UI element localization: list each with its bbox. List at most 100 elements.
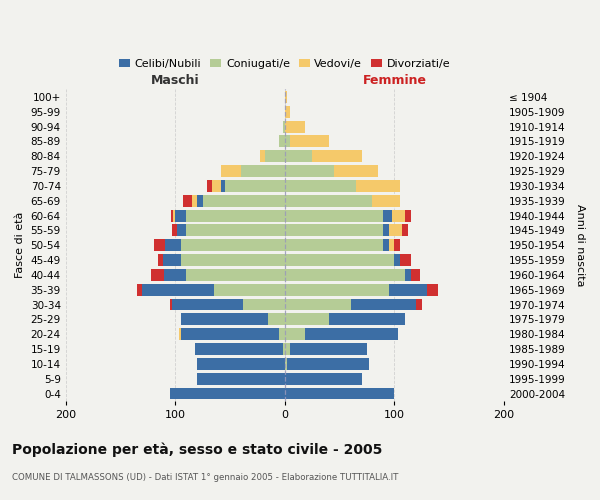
Bar [285, 91, 287, 103]
Bar [389, 240, 394, 251]
Bar [392, 210, 406, 222]
Bar [173, 210, 175, 222]
Bar [265, 150, 285, 162]
Bar [427, 284, 438, 296]
Bar [151, 269, 164, 281]
Bar [290, 343, 367, 355]
Text: Femmine: Femmine [362, 74, 427, 86]
Bar [285, 298, 350, 310]
Bar [406, 269, 411, 281]
Legend: Celibi/Nubili, Coniugati/e, Vedovi/e, Divorziati/e: Celibi/Nubili, Coniugati/e, Vedovi/e, Di… [115, 54, 455, 74]
Bar [383, 240, 389, 251]
Bar [178, 224, 186, 236]
Bar [285, 180, 356, 192]
Bar [186, 269, 285, 281]
Bar [383, 224, 389, 236]
Bar [285, 106, 290, 118]
Bar [181, 240, 285, 251]
Bar [402, 224, 407, 236]
Bar [203, 195, 285, 206]
Bar [158, 254, 163, 266]
Bar [285, 388, 394, 400]
Bar [171, 210, 173, 222]
Bar [285, 284, 389, 296]
Bar [285, 254, 394, 266]
Bar [350, 298, 416, 310]
Bar [186, 210, 285, 222]
Bar [172, 224, 178, 236]
Bar [170, 388, 285, 400]
Bar [280, 328, 285, 340]
Bar [207, 180, 212, 192]
Bar [154, 240, 166, 251]
Bar [285, 314, 329, 326]
Bar [164, 269, 186, 281]
Bar [305, 328, 398, 340]
Bar [285, 224, 383, 236]
Bar [416, 298, 422, 310]
Bar [411, 269, 419, 281]
Bar [285, 195, 373, 206]
Bar [170, 298, 172, 310]
Bar [283, 120, 285, 132]
Bar [186, 224, 285, 236]
Bar [290, 136, 329, 147]
Bar [285, 165, 334, 177]
Text: Maschi: Maschi [151, 74, 200, 86]
Bar [285, 373, 362, 384]
Bar [221, 165, 241, 177]
Bar [181, 328, 280, 340]
Bar [285, 150, 312, 162]
Bar [285, 136, 290, 147]
Bar [197, 358, 285, 370]
Bar [137, 284, 142, 296]
Bar [260, 150, 265, 162]
Bar [287, 358, 369, 370]
Bar [285, 343, 290, 355]
Bar [285, 210, 383, 222]
Y-axis label: Anni di nascita: Anni di nascita [575, 204, 585, 286]
Bar [394, 240, 400, 251]
Y-axis label: Fasce di età: Fasce di età [15, 212, 25, 278]
Bar [197, 373, 285, 384]
Bar [166, 240, 181, 251]
Bar [142, 284, 214, 296]
Bar [283, 343, 285, 355]
Bar [334, 165, 378, 177]
Bar [285, 240, 383, 251]
Bar [312, 150, 362, 162]
Bar [163, 254, 181, 266]
Bar [406, 210, 411, 222]
Bar [197, 195, 203, 206]
Bar [389, 224, 402, 236]
Bar [373, 195, 400, 206]
Bar [285, 120, 305, 132]
Bar [400, 254, 411, 266]
Bar [241, 165, 285, 177]
Bar [285, 269, 406, 281]
Text: COMUNE DI TALMASSONS (UD) - Dati ISTAT 1° gennaio 2005 - Elaborazione TUTTITALIA: COMUNE DI TALMASSONS (UD) - Dati ISTAT 1… [12, 472, 398, 482]
Bar [221, 180, 224, 192]
Bar [179, 328, 181, 340]
Bar [285, 358, 287, 370]
Bar [181, 314, 268, 326]
Bar [175, 210, 186, 222]
Bar [280, 136, 285, 147]
Bar [383, 210, 392, 222]
Text: Popolazione per età, sesso e stato civile - 2005: Popolazione per età, sesso e stato civil… [12, 442, 382, 457]
Bar [329, 314, 406, 326]
Bar [212, 180, 221, 192]
Bar [224, 180, 285, 192]
Bar [181, 254, 285, 266]
Bar [268, 314, 285, 326]
Bar [285, 328, 305, 340]
Bar [172, 298, 243, 310]
Bar [356, 180, 400, 192]
Bar [394, 254, 400, 266]
Bar [214, 284, 285, 296]
Bar [389, 284, 427, 296]
Bar [195, 343, 283, 355]
Bar [183, 195, 191, 206]
Bar [243, 298, 285, 310]
Bar [191, 195, 197, 206]
